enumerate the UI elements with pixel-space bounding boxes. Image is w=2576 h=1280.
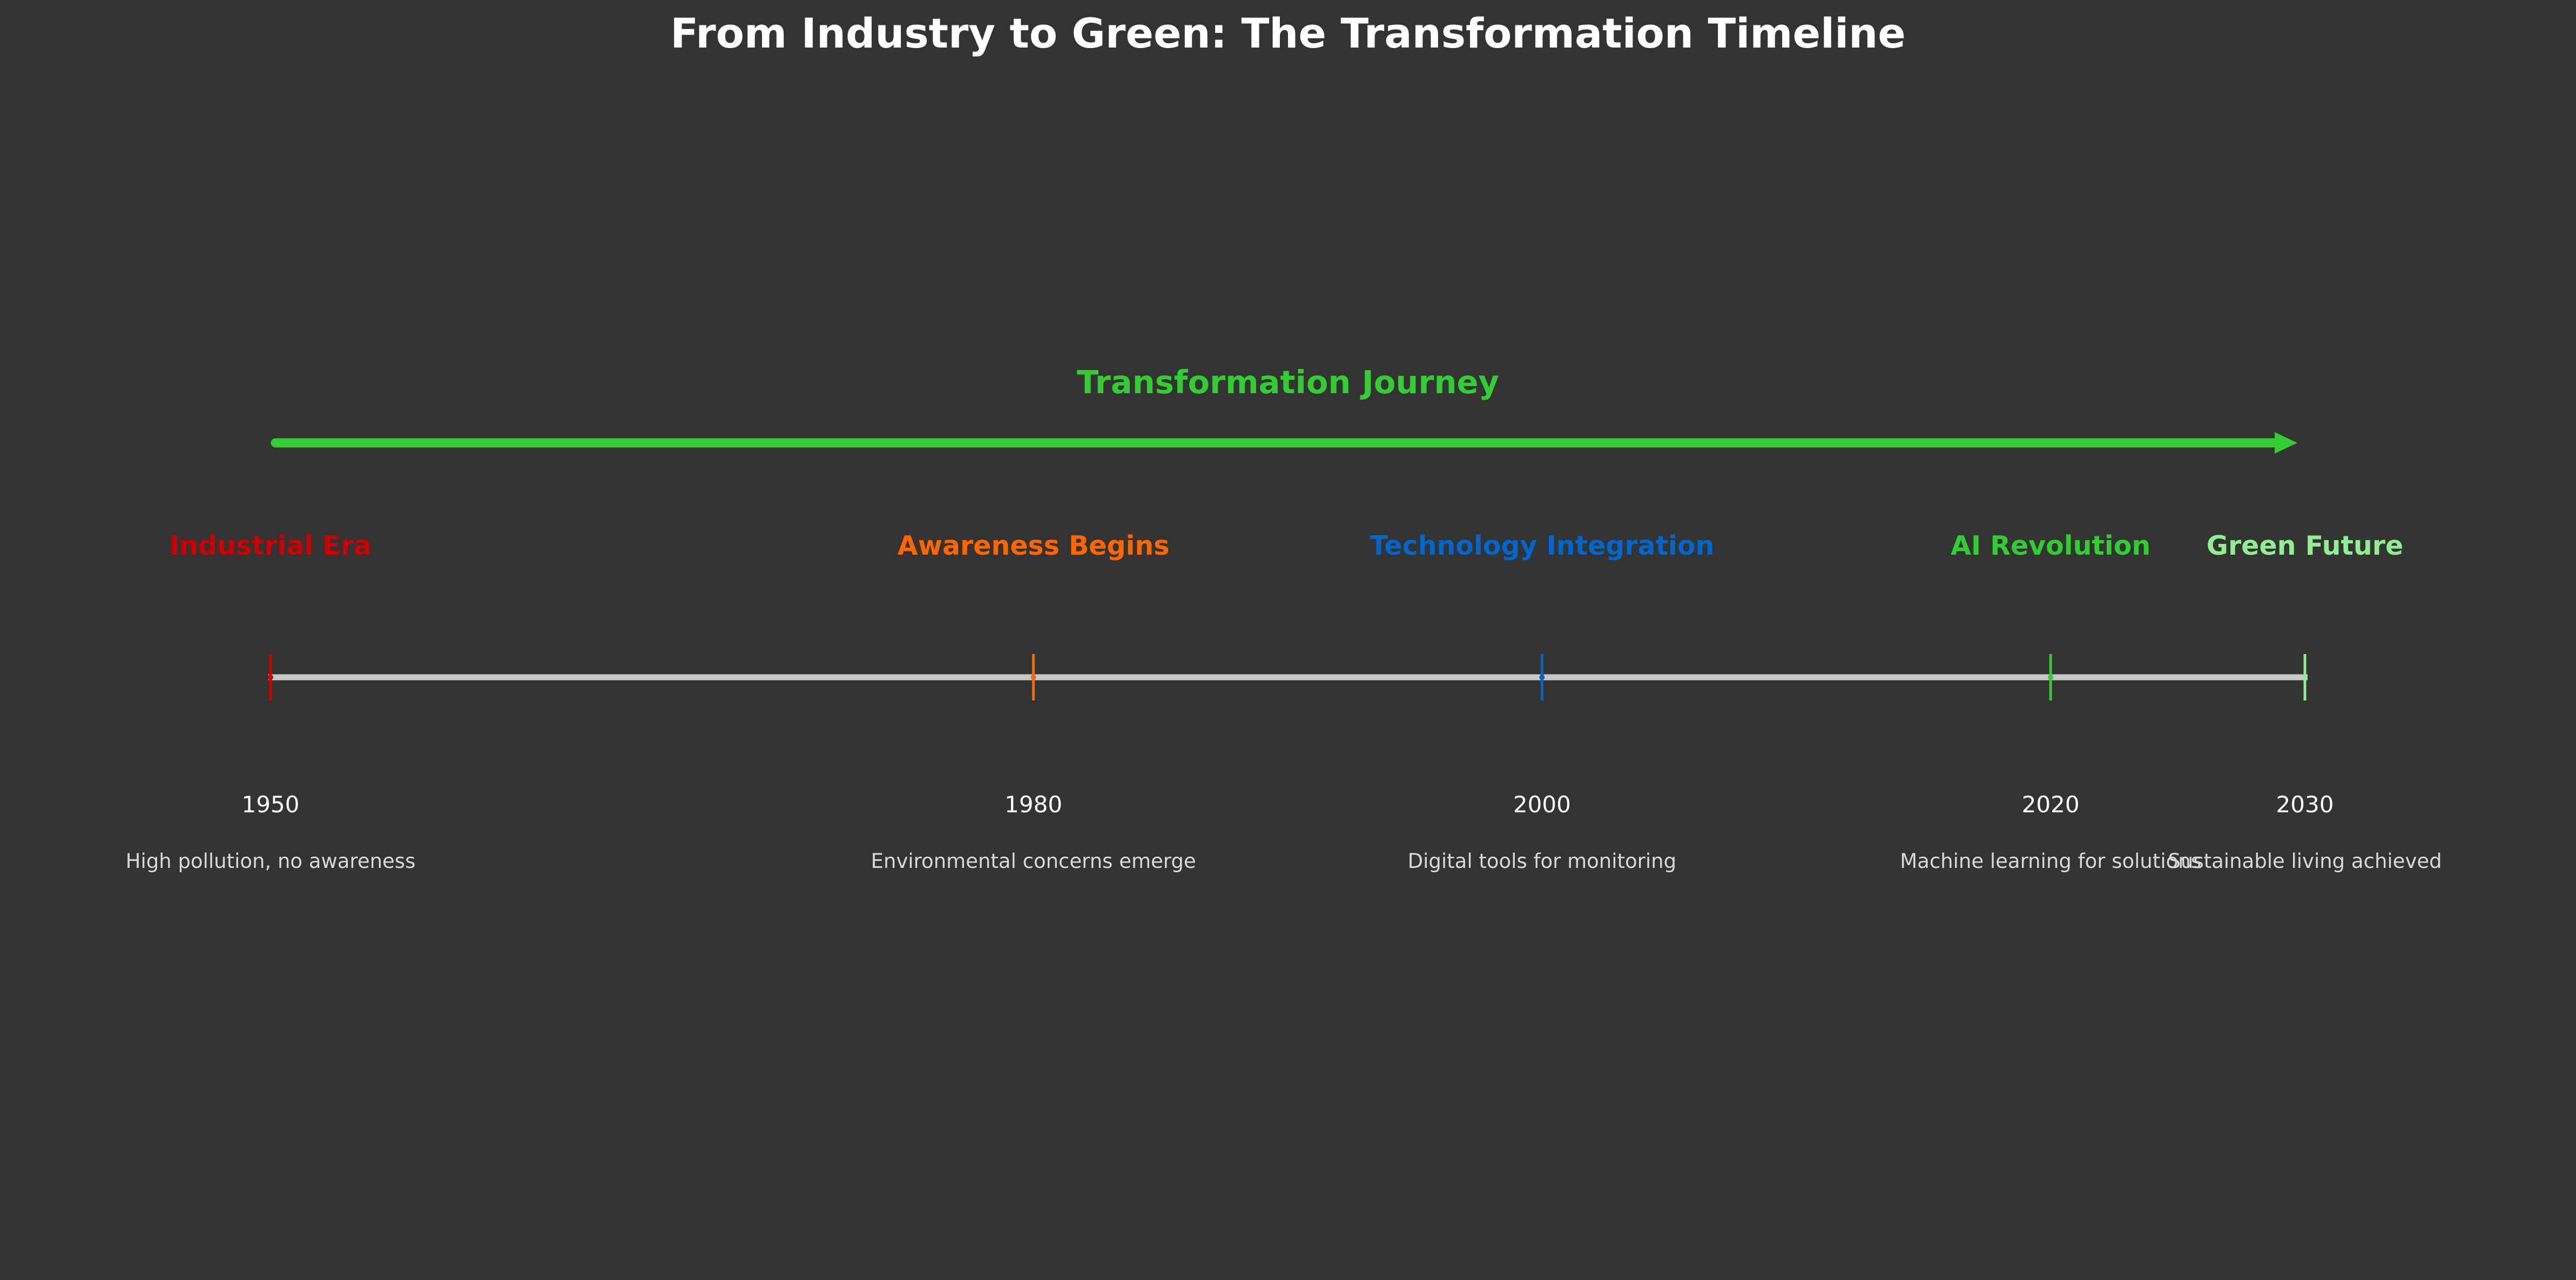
journey-arrow-head-icon — [2275, 432, 2297, 454]
event-year: 2030 — [2276, 791, 2334, 818]
event-description: Sustainable living achieved — [2168, 850, 2442, 873]
event-year: 2020 — [2021, 791, 2080, 818]
event-year: 1950 — [241, 791, 300, 818]
event-title: Awareness Begins — [897, 530, 1170, 561]
event-year: 1980 — [1004, 791, 1063, 818]
event-description: Digital tools for monitoring — [1407, 850, 1677, 873]
event-marker-dot — [1030, 675, 1036, 680]
timeline-markers — [268, 654, 2308, 700]
event-description: Environmental concerns emerge — [871, 850, 1196, 873]
event-title: AI Revolution — [1951, 530, 2151, 561]
event-marker-dot — [1539, 675, 1545, 680]
event-description: High pollution, no awareness — [125, 850, 416, 873]
event-title: Industrial Era — [169, 530, 372, 561]
event-marker-dot — [268, 675, 273, 680]
event-title: Technology Integration — [1370, 530, 1715, 561]
event-title: Green Future — [2206, 530, 2404, 561]
event-year: 2000 — [1513, 791, 1571, 818]
event-marker-dot — [2048, 675, 2054, 680]
journey-label: Transformation Journey — [1077, 363, 1499, 401]
event-description: Machine learning for solutions — [1900, 850, 2202, 873]
page-title: From Industry to Green: The Transformati… — [670, 9, 1906, 57]
event-marker-dot — [2302, 675, 2308, 680]
